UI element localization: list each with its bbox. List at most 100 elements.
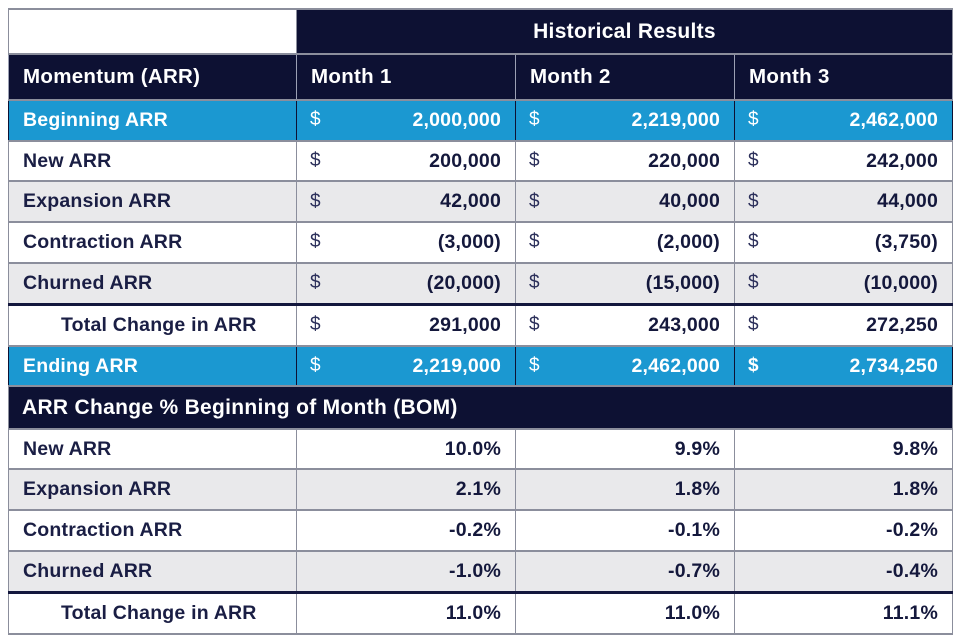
row-pct-total-change-in-arr: Total Change in ARR 11.0% 11.0% 11.1%	[8, 590, 953, 635]
pct-cell-month-2: 9.9%	[515, 427, 735, 471]
dollar-sign: $	[748, 355, 759, 377]
pct-cell-month-2: -0.1%	[515, 509, 735, 552]
pct-cell-month-2: -0.7%	[515, 549, 735, 594]
arr-momentum-table: Historical Results Momentum (ARR) Month …	[8, 8, 953, 635]
pct-cell-month-3: 9.8%	[734, 427, 953, 471]
col-header-month-2: Month 2	[515, 53, 735, 101]
value-cell-month-2: $40,000	[515, 180, 735, 224]
cell-value: 42,000	[440, 190, 501, 213]
value-cell-month-2: $220,000	[515, 139, 735, 183]
row-label: New ARR	[8, 427, 297, 471]
value-cell-month-1: $2,000,000	[296, 99, 516, 142]
row-label: Expansion ARR	[8, 468, 297, 512]
pct-cell-month-1: 2.1%	[296, 468, 516, 512]
dollar-sign: $	[748, 314, 759, 336]
pct-cell-month-2: 11.0%	[515, 590, 735, 635]
value-cell-month-3: $2,462,000	[734, 99, 953, 142]
value-cell-month-1: $ (20,000)	[296, 261, 516, 306]
row-label: Churned ARR	[8, 261, 297, 306]
cell-value: 2,462,000	[631, 354, 720, 377]
pct-cell-month-1: -0.2%	[296, 509, 516, 552]
cell-value: 2,000,000	[412, 108, 501, 131]
row-label: Ending ARR	[8, 344, 297, 388]
pct-cell-month-1: 11.0%	[296, 590, 516, 635]
cell-value: 2,219,000	[631, 108, 720, 131]
column-header-row: Momentum (ARR) Month 1 Month 2 Month 3	[8, 53, 953, 101]
value-cell-month-1: $ (3,000)	[296, 221, 516, 264]
cell-value: 242,000	[866, 149, 938, 172]
pct-cell-month-3: 1.8%	[734, 468, 953, 512]
value-cell-month-3: $272,250	[734, 302, 953, 347]
dollar-sign: $	[529, 272, 540, 294]
cell-value: 2,219,000	[412, 354, 501, 377]
dollar-sign: $	[748, 231, 759, 253]
value-cell-month-2: $243,000	[515, 302, 735, 347]
row-label: Total Change in ARR	[8, 590, 297, 635]
cell-value: (3,000)	[437, 230, 501, 253]
row-label: Total Change in ARR	[8, 302, 297, 347]
value-cell-month-1: $2,219,000	[296, 344, 516, 388]
dollar-sign: $	[748, 109, 759, 131]
dollar-sign: $	[310, 190, 321, 212]
value-cell-month-3: $ (10,000)	[734, 261, 953, 306]
cell-value: 200,000	[429, 149, 501, 172]
cell-value: 291,000	[429, 313, 501, 336]
dollar-sign: $	[310, 109, 321, 131]
dollar-sign: $	[529, 355, 540, 377]
cell-value: 220,000	[648, 149, 720, 172]
row-ending-arr: Ending ARR $2,219,000 $2,462,000 $2,734,…	[8, 344, 953, 388]
pct-cell-month-3: -0.4%	[734, 549, 953, 594]
cell-value: 2,462,000	[849, 108, 938, 131]
row-label: New ARR	[8, 139, 297, 183]
dollar-sign: $	[529, 150, 540, 172]
row-pct-expansion-arr: Expansion ARR 2.1% 1.8% 1.8%	[8, 468, 953, 512]
cell-value: 40,000	[659, 190, 720, 213]
dollar-sign: $	[529, 231, 540, 253]
historical-results-row: Historical Results	[8, 8, 953, 55]
pct-cell-month-1: -1.0%	[296, 549, 516, 594]
row-contraction-arr: Contraction ARR $ (3,000) $ (2,000) $ (3,75…	[8, 221, 953, 264]
row-pct-churned-arr: Churned ARR -1.0% -0.7% -0.4%	[8, 549, 953, 594]
cell-value: (2,000)	[656, 230, 720, 253]
dollar-sign: $	[310, 314, 321, 336]
row-new-arr: New ARR $200,000 $220,000 $242,000	[8, 139, 953, 183]
value-cell-month-3: $ (3,750)	[734, 221, 953, 264]
row-label: Beginning ARR	[8, 99, 297, 142]
dollar-sign: $	[748, 190, 759, 212]
value-cell-month-3: $242,000	[734, 139, 953, 183]
col-header-month-1: Month 1	[296, 53, 516, 101]
row-churned-arr: Churned ARR $ (20,000) $ (15,000) $ (10,000…	[8, 261, 953, 306]
value-cell-month-2: $ (15,000)	[515, 261, 735, 306]
value-cell-month-2: $ (2,000)	[515, 221, 735, 264]
row-label: Churned ARR	[8, 549, 297, 594]
dollar-sign: $	[748, 272, 759, 294]
corner-cell	[8, 8, 297, 55]
dollar-sign: $	[529, 190, 540, 212]
cell-value: (20,000)	[426, 271, 501, 294]
row-label: Expansion ARR	[8, 180, 297, 224]
arr-change-section-row: ARR Change % Beginning of Month (BOM)	[8, 385, 953, 430]
arr-change-section-header: ARR Change % Beginning of Month (BOM)	[8, 385, 953, 430]
row-beginning-arr: Beginning ARR $2,000,000 $2,219,000 $2,4…	[8, 99, 953, 142]
cell-value: 272,250	[866, 313, 938, 336]
dollar-sign: $	[310, 150, 321, 172]
pct-cell-month-1: 10.0%	[296, 427, 516, 471]
historical-results-header: Historical Results	[296, 8, 953, 55]
col-header-momentum-arr: Momentum (ARR)	[8, 53, 297, 101]
col-header-month-3: Month 3	[734, 53, 953, 101]
row-pct-contraction-arr: Contraction ARR -0.2% -0.1% -0.2%	[8, 509, 953, 552]
pct-cell-month-3: 11.1%	[734, 590, 953, 635]
row-label: Contraction ARR	[8, 509, 297, 552]
dollar-sign: $	[310, 272, 321, 294]
row-total-change-in-arr: Total Change in ARR $291,000 $243,000 $2…	[8, 302, 953, 347]
cell-value: 243,000	[648, 313, 720, 336]
cell-value: 44,000	[877, 190, 938, 213]
dollar-sign: $	[310, 355, 321, 377]
value-cell-month-1: $200,000	[296, 139, 516, 183]
pct-cell-month-3: -0.2%	[734, 509, 953, 552]
row-expansion-arr: Expansion ARR $42,000 $40,000 $44,000	[8, 180, 953, 224]
dollar-sign: $	[529, 109, 540, 131]
dollar-sign: $	[529, 314, 540, 336]
pct-cell-month-2: 1.8%	[515, 468, 735, 512]
value-cell-month-2: $2,219,000	[515, 99, 735, 142]
